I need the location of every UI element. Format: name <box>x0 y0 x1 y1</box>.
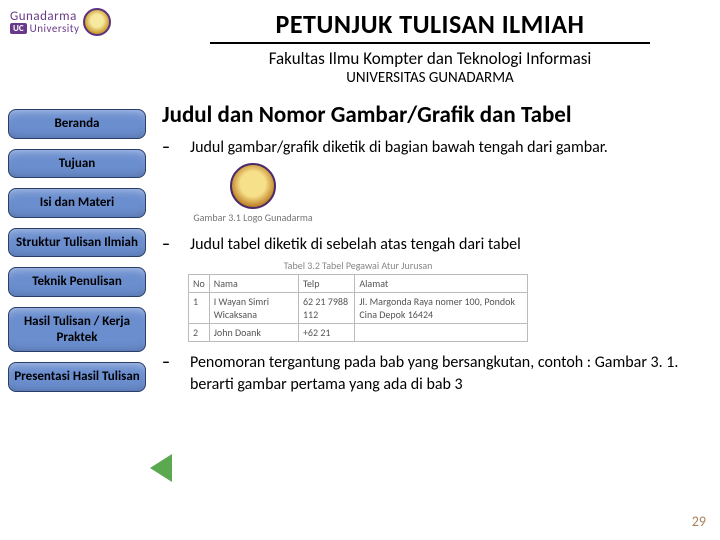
bullet-item: – Judul tabel diketik di sebelah atas te… <box>162 234 702 256</box>
slide-title: PETUNJUK TULISAN ILMIAH <box>150 8 710 40</box>
sidebar-item-isi-materi[interactable]: Isi dan Materi <box>8 188 146 218</box>
slide-subtitle2: UNIVERSITAS GUNADARMA <box>150 69 710 87</box>
sidebar-item-label: Presentasi Hasil Tulisan <box>14 369 139 384</box>
sidebar-item-label: Teknik Penulisan <box>32 274 122 289</box>
sidebar-item-label: Tujuan <box>59 156 95 171</box>
table-header-row: No Nama Telp Alamat <box>189 275 528 293</box>
back-arrow-icon[interactable] <box>150 454 172 482</box>
dash-icon: – <box>162 137 176 159</box>
sidebar-item-teknik[interactable]: Teknik Penulisan <box>8 267 146 297</box>
figure-crest-icon <box>230 163 276 209</box>
table-cell: 62 21 7988 112 <box>298 293 354 324</box>
header: Gunadarma UC University PETUNJUK TULISAN… <box>0 0 720 91</box>
table-col: Telp <box>298 275 354 293</box>
bullet-item: – Penomoran tergantung pada bab yang ber… <box>162 352 702 395</box>
bullet-item: – Judul gambar/grafik diketik di bagian … <box>162 137 702 159</box>
sidebar-item-label: Beranda <box>55 116 100 131</box>
table-cell: 2 <box>189 324 210 342</box>
table-cell: I Wayan Simri Wicaksana <box>209 293 298 324</box>
table-row: 2 John Doank +62 21 <box>189 324 528 342</box>
crest-icon <box>83 8 111 36</box>
sidebar-item-beranda[interactable]: Beranda <box>8 109 146 139</box>
logo-brand-bottom: University <box>30 23 80 34</box>
table-col: Alamat <box>355 275 528 293</box>
content-heading: Judul dan Nomor Gambar/Grafik dan Tabel <box>162 101 702 129</box>
table-col: Nama <box>209 275 298 293</box>
sidebar: Beranda Tujuan Isi dan Materi Struktur T… <box>8 91 146 399</box>
table-cell <box>355 324 528 342</box>
table-row: 1 I Wayan Simri Wicaksana 62 21 7988 112… <box>189 293 528 324</box>
bullet-text: Judul gambar/grafik diketik di bagian ba… <box>190 137 702 159</box>
bullet-list: – Penomoran tergantung pada bab yang ber… <box>162 352 702 395</box>
table-col: No <box>189 275 210 293</box>
dash-icon: – <box>162 352 176 395</box>
figure-example: Gambar 3.1 Logo Gunadarma <box>188 163 318 224</box>
sidebar-item-presentasi[interactable]: Presentasi Hasil Tulisan <box>8 362 146 392</box>
dash-icon: – <box>162 234 176 256</box>
logo-badge: UC <box>10 23 27 34</box>
bullet-list: – Judul tabel diketik di sebelah atas te… <box>162 234 702 256</box>
table-cell: +62 21 <box>298 324 354 342</box>
table-cell: 1 <box>189 293 210 324</box>
table-cell: Jl. Margonda Raya nomer 100, Pondok Cina… <box>355 293 528 324</box>
table-cell: John Doank <box>209 324 298 342</box>
bullet-text: Judul tabel diketik di sebelah atas teng… <box>190 234 702 256</box>
sample-table: No Nama Telp Alamat 1 I Wayan Simri Wica… <box>188 274 528 342</box>
sidebar-item-hasil[interactable]: Hasil Tulisan / Kerja Praktek <box>8 307 146 352</box>
bullet-text: Penomoran tergantung pada bab yang bersa… <box>190 352 702 395</box>
sidebar-item-label: Struktur Tulisan Ilmiah <box>16 235 138 250</box>
table-caption: Tabel 3.2 Tabel Pegawai Atur Jurusan <box>188 259 528 272</box>
bullet-list: – Judul gambar/grafik diketik di bagian … <box>162 137 702 159</box>
content: Judul dan Nomor Gambar/Grafik dan Tabel … <box>146 91 720 399</box>
university-logo: Gunadarma UC University <box>10 8 150 36</box>
sidebar-item-struktur[interactable]: Struktur Tulisan Ilmiah <box>8 228 146 258</box>
slide-subtitle: Fakultas Ilmu Kompter dan Teknologi Info… <box>150 48 710 69</box>
sidebar-item-tujuan[interactable]: Tujuan <box>8 149 146 179</box>
table-example: Tabel 3.2 Tabel Pegawai Atur Jurusan No … <box>188 259 528 342</box>
sidebar-item-label: Hasil Tulisan / Kerja Praktek <box>24 314 130 345</box>
title-underline <box>210 42 650 44</box>
figure-caption: Gambar 3.1 Logo Gunadarma <box>193 211 312 224</box>
page-number: 29 <box>692 513 706 530</box>
sidebar-item-label: Isi dan Materi <box>40 195 114 210</box>
